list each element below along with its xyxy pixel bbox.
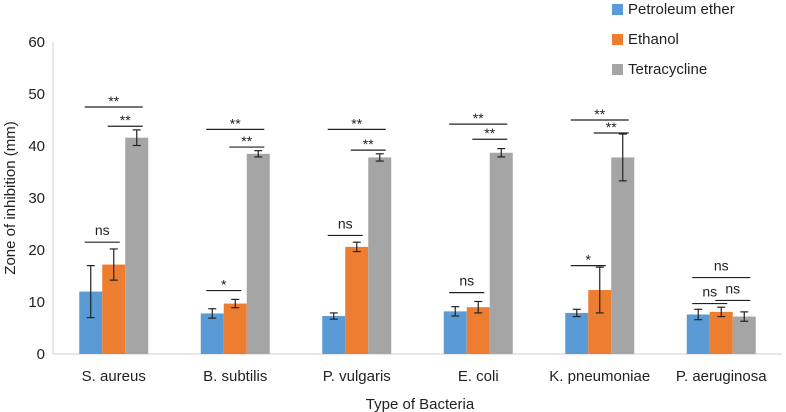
significance-label: ** <box>363 136 374 152</box>
significance-label: ** <box>484 125 495 141</box>
bar <box>466 307 490 354</box>
x-tick-label: P. vulgaris <box>323 368 391 385</box>
bar <box>345 246 369 354</box>
bar <box>611 157 635 354</box>
error-bar <box>497 148 506 158</box>
significance-label: * <box>586 252 592 268</box>
error-bar <box>254 150 263 158</box>
error-bar <box>618 133 627 182</box>
significance-label: ** <box>606 119 617 135</box>
bar <box>200 313 224 354</box>
x-tick-label: K. pneumoniae <box>549 368 650 385</box>
significance-label: ns <box>702 284 717 300</box>
error-bar <box>572 308 581 318</box>
y-tick-label: 60 <box>28 34 45 51</box>
x-tick-label: S. aureus <box>82 368 146 385</box>
error-bar <box>208 308 217 319</box>
error-bar <box>740 311 749 322</box>
error-bar <box>474 300 483 314</box>
bar <box>125 137 149 354</box>
bar <box>709 311 733 354</box>
y-tick-labels: 0 10 20 30 40 50 60 <box>28 34 45 363</box>
error-bars <box>86 129 749 322</box>
significance-label: ** <box>230 115 241 131</box>
y-axis-title: Zone of inhibition (mm) <box>2 121 19 274</box>
y-tick-label: 30 <box>28 190 45 207</box>
bar <box>732 316 756 354</box>
bar <box>565 312 589 354</box>
significance-label: ns <box>338 215 353 231</box>
y-tick-label: 10 <box>28 294 45 311</box>
significance-label: ns <box>714 258 729 274</box>
bars <box>79 137 756 354</box>
legend: Petroleum ether Ethanol Tetracycline <box>612 1 735 78</box>
legend-swatch <box>612 64 623 75</box>
significance-label: ns <box>725 280 740 296</box>
error-bar <box>352 241 361 253</box>
bar <box>686 314 710 354</box>
x-axis-title: Type of Bacteria <box>366 396 475 412</box>
bar <box>588 290 612 354</box>
error-bar <box>231 298 240 309</box>
legend-swatch <box>612 4 623 15</box>
error-bar <box>595 266 604 314</box>
x-tick-label: P. aeruginosa <box>676 368 767 385</box>
legend-label: Tetracycline <box>628 61 707 78</box>
legend-label: Ethanol <box>628 31 679 48</box>
bar <box>246 153 270 354</box>
error-bar <box>329 312 338 320</box>
y-tick-label: 20 <box>28 242 45 259</box>
error-bar <box>375 153 384 162</box>
significance-label: ** <box>120 112 131 128</box>
significance-label: ** <box>241 133 252 149</box>
bar <box>223 303 247 354</box>
significance-label: ns <box>95 222 110 238</box>
y-tick-label: 40 <box>28 138 45 155</box>
bar <box>322 316 346 354</box>
x-tick-label: B. subtilis <box>203 368 267 385</box>
error-bar <box>132 129 141 147</box>
error-bar <box>694 308 703 321</box>
bar <box>79 291 103 354</box>
y-tick-label: 0 <box>37 346 45 363</box>
significance-label: ** <box>594 106 605 122</box>
bar <box>443 311 467 354</box>
significance-label: * <box>221 277 227 293</box>
bar <box>368 157 392 354</box>
significance-label: ** <box>108 93 119 109</box>
x-tick-labels: S. aureus B. subtilis P. vulgaris E. coli K.… <box>82 368 768 385</box>
legend-swatch <box>612 34 623 45</box>
x-tick-label: E. coli <box>458 368 499 385</box>
legend-label: Petroleum ether <box>628 1 735 18</box>
error-bar <box>717 306 726 318</box>
significance-label: ** <box>351 115 362 131</box>
error-bar <box>109 248 118 281</box>
y-tick-label: 50 <box>28 86 45 103</box>
bar <box>102 264 126 354</box>
bar <box>489 152 513 354</box>
error-bar <box>451 306 460 317</box>
significance-label: ns <box>459 273 474 289</box>
error-bar <box>86 265 95 319</box>
significance-label: ** <box>473 110 484 126</box>
